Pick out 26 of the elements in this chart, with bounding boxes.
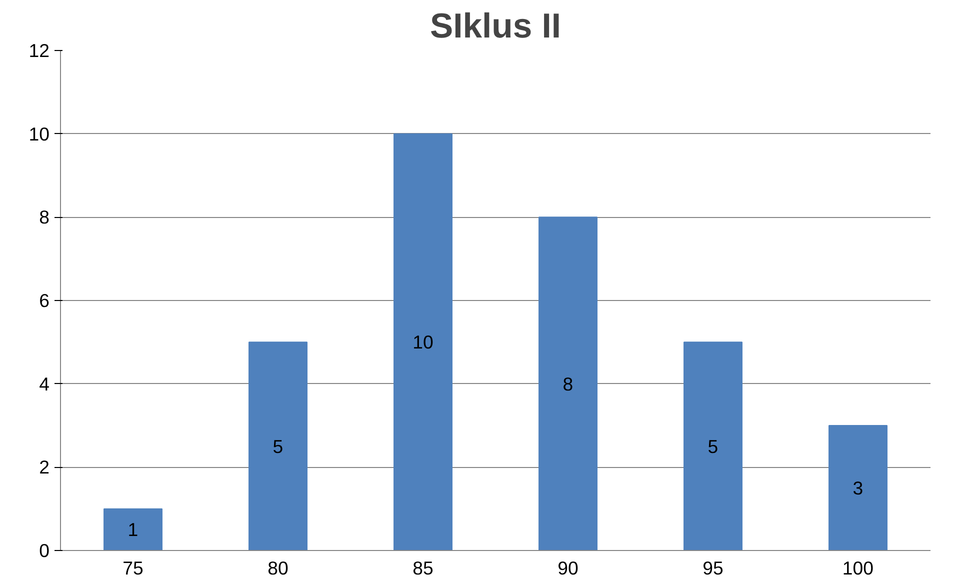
bar (684, 342, 742, 550)
data-label: 3 (852, 478, 864, 498)
bar (828, 425, 888, 550)
x-tick-label: 75 (122, 558, 144, 578)
data-label: 5 (272, 436, 284, 457)
bar (538, 216, 598, 550)
y-tick-label: 0 (39, 540, 50, 561)
y-tick-label: 6 (39, 290, 50, 311)
x-tick-label: 90 (558, 558, 578, 578)
x-tick-label: 95 (702, 558, 724, 578)
y-tick-label: 2 (39, 456, 50, 478)
x-tick-label: 100 (842, 558, 874, 578)
data-label: 8 (562, 373, 574, 394)
y-tick-label: 10 (28, 123, 50, 144)
bar (248, 342, 308, 550)
chart-title: SIklus II (430, 8, 561, 46)
data-label: 10 (412, 332, 434, 353)
y-tick-label: 12 (28, 40, 50, 61)
bar (394, 133, 452, 550)
data-label: 5 (708, 436, 718, 457)
data-label: 1 (128, 519, 138, 540)
x-tick-label: 80 (268, 558, 288, 578)
y-tick-label: 8 (39, 206, 50, 228)
x-tick-label: 85 (412, 558, 434, 578)
y-tick-label: 4 (39, 373, 50, 394)
bar (104, 508, 162, 550)
